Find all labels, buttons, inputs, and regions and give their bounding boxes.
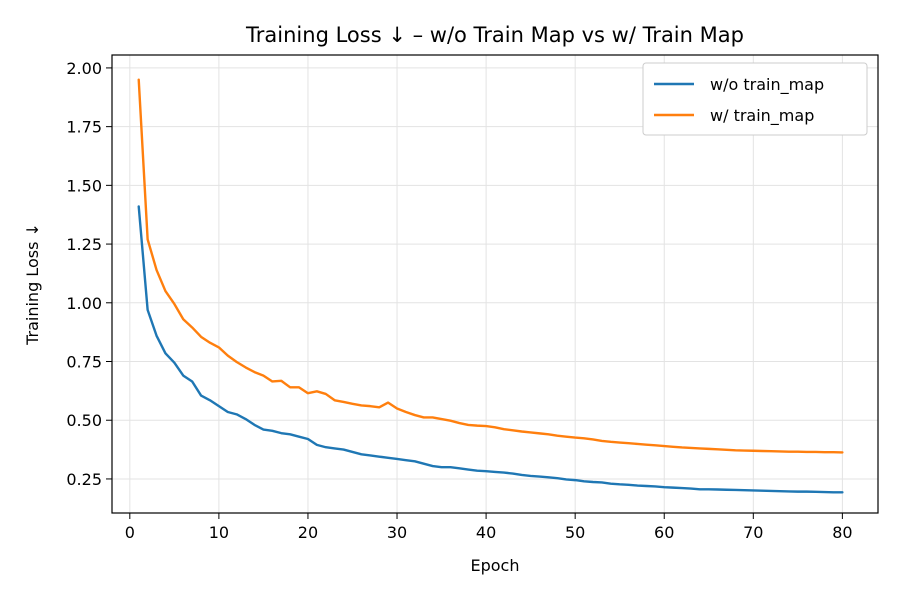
series-line-w-train-map xyxy=(137,78,844,454)
x-tick-label: 50 xyxy=(565,523,585,542)
plot-frame xyxy=(111,54,879,514)
y-tick-label: 1.50 xyxy=(66,176,102,195)
x-axis: 0 10 20 30 40 50 60 70 80 xyxy=(125,513,853,542)
x-tick-label: 40 xyxy=(476,523,496,542)
series-layer xyxy=(137,78,844,494)
legend-label-wo-train-map: w/o train_map xyxy=(710,75,824,95)
x-tick-label: 70 xyxy=(743,523,763,542)
legend-label-w-train-map: w/ train_map xyxy=(710,106,814,126)
chart-title: Training Loss ↓ – w/o Train Map vs w/ Tr… xyxy=(245,23,744,47)
y-tick-label: 0.75 xyxy=(66,353,102,372)
y-tick-label: 0.25 xyxy=(66,470,102,489)
x-tick-label: 60 xyxy=(654,523,674,542)
x-tick-label: 30 xyxy=(387,523,407,542)
x-tick-label: 20 xyxy=(298,523,318,542)
y-tick-label: 1.25 xyxy=(66,235,102,254)
y-axis-label: Training Loss ↓ xyxy=(23,223,42,346)
legend: w/o train_map w/ train_map xyxy=(642,62,868,136)
y-tick-label: 2.00 xyxy=(66,59,102,78)
series-line-w-o-train-map xyxy=(137,205,844,494)
legend-box xyxy=(642,62,868,136)
x-tick-label: 10 xyxy=(209,523,229,542)
x-tick-label: 0 xyxy=(125,523,135,542)
y-tick-label: 1.00 xyxy=(66,294,102,313)
x-axis-label: Epoch xyxy=(471,556,520,575)
y-tick-label: 1.75 xyxy=(66,118,102,137)
y-axis: 0.25 0.50 0.75 1.00 1.25 1.50 1.75 2.00 xyxy=(66,59,112,489)
y-tick-label: 0.50 xyxy=(66,411,102,430)
x-tick-label: 80 xyxy=(832,523,852,542)
